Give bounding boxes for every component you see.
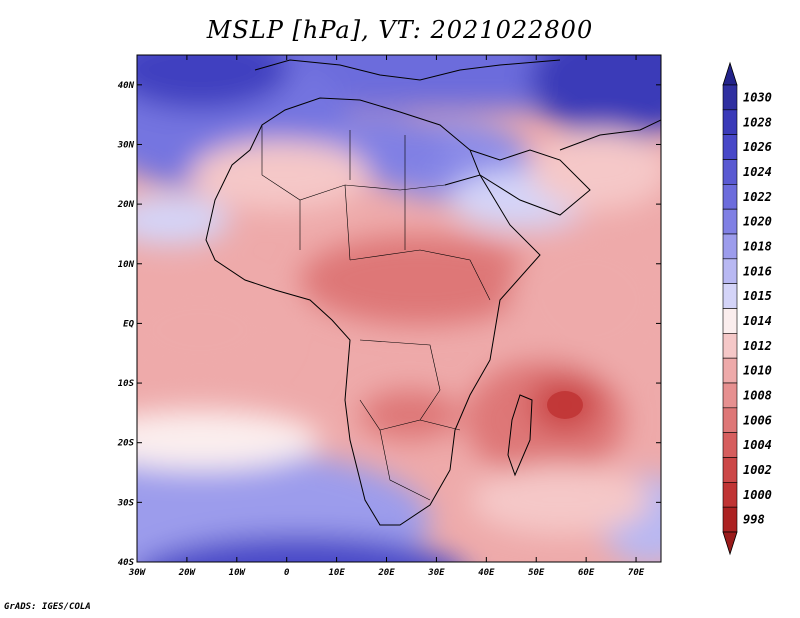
colorbar-swatch [722,134,738,160]
colorbar-label: 1015 [743,289,772,303]
lat-tick-label: 20S [117,439,135,449]
lat-tick-label: 40S [118,558,135,568]
colorbar-swatch [722,208,738,235]
colorbar-label: 1010 [743,364,772,378]
colorbar-top-arrow [722,61,738,86]
colorbar-label: 1000 [743,488,772,502]
colorbar-label: 1002 [743,463,772,477]
colorbar-label: 1020 [743,215,772,229]
colorbar-label: 1028 [743,115,772,129]
lon-tick-label: 20E [377,568,395,578]
lat-tick-label: 20N [117,200,135,210]
lon-tick-label: 40E [478,568,495,578]
latitude-ticks: 40N 30N 20N 10N EQ 10S 20S 30S 40S [117,81,661,568]
colorbar-label: 1004 [743,438,772,452]
lon-tick-label: 30W [128,568,147,578]
colorbar-label: 998 [743,513,765,527]
colorbar-swatch [722,357,738,384]
colorbar-swatch [722,333,738,359]
lat-tick-label: 30S [117,498,135,508]
lon-tick-label: 10W [229,568,247,578]
colorbar-swatch [722,159,738,185]
colorbar-swatch [722,184,738,210]
lon-tick-label: 60E [578,568,595,578]
colorbar-swatch [722,506,738,533]
lon-tick-label: 10E [328,568,345,578]
lat-tick-label: 30N [117,140,135,150]
colorbar-swatch [722,233,738,260]
pressure-field [137,55,661,562]
colorbar-label: 1022 [743,190,772,204]
map-frame [136,54,662,563]
lon-tick-label: 20W [178,568,197,578]
colorbar-label: 1012 [743,339,772,353]
colorbar-label: 1016 [743,264,772,278]
colorbar-swatch [722,109,738,135]
colorbar-label: 1024 [743,165,772,179]
lon-tick-label: 0 [284,568,290,578]
colorbar-swatch [722,308,738,334]
colorbar-swatch [722,432,738,458]
lat-tick-label: 40N [118,81,135,91]
longitude-ticks: 30W 20W 10W 0 10E 20E 30E 40E 50E 60E 70E [128,55,645,578]
colorbar-bottom-arrow [722,531,738,556]
colorbar-swatch [722,283,738,309]
colorbar-label: 1018 [743,239,772,253]
lon-tick-label: 50E [528,568,545,578]
lon-tick-label: 70E [628,568,645,578]
lat-tick-label: 10N [118,260,135,270]
colorbar-label: 1030 [743,90,772,104]
colorbar-swatch [722,258,738,284]
colorbar-label: 1026 [743,140,772,154]
colorbar-swatch [722,407,738,433]
coastlines [205,59,661,526]
colorbar-label: 1014 [743,314,772,328]
lat-tick-label: EQ [123,319,134,329]
lon-tick-label: 30E [427,568,445,578]
country-borders [261,125,491,501]
lat-tick-label: 10S [118,379,135,389]
colorbar-label: 1008 [743,388,772,402]
colorbar-label: 1006 [743,413,772,427]
colorbar-swatch [722,84,738,111]
colorbar: 1030 1028 1026 1024 1022 1020 1018 1016 1015 1014… [722,61,772,556]
colorbar-swatch [722,382,738,409]
colorbar-swatch [722,482,738,508]
grads-credit: GrADS: IGES/COLA [4,602,91,612]
colorbar-swatch [722,457,738,483]
map-title: MSLP [hPa], VT: 2021022800 [206,16,594,44]
